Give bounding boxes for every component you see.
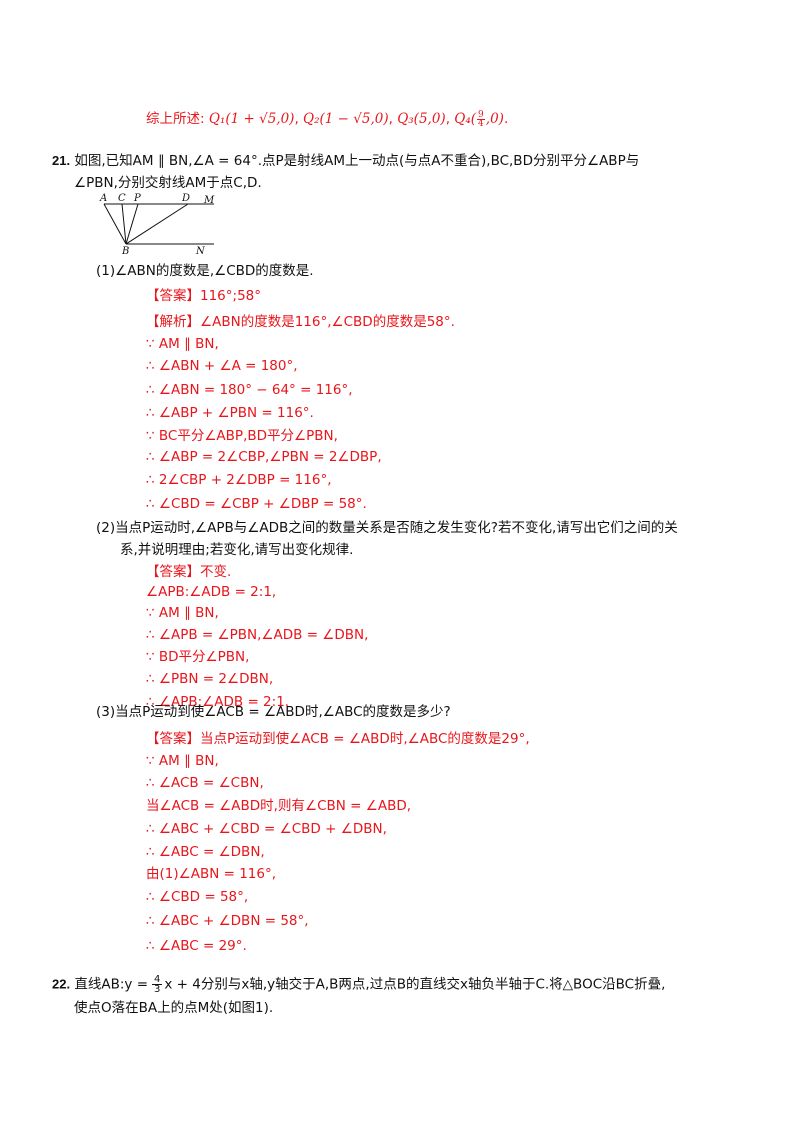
q22-line-a-post: x + 4分别与x轴,y轴交于A,B两点,过点B的直线交x轴负半轴于C.将△BO…	[164, 976, 666, 993]
q22-number: 22.	[52, 976, 71, 992]
summary-line: 综上所述: Q₁(1 + √5,0), Q₂(1 − √5,0), Q₃(5,0…	[146, 110, 509, 129]
q21-part2-step-5: ∴ ∠APB:∠ADB = 2:1.	[146, 694, 290, 710]
segment-ab	[103, 203, 127, 245]
label-n: N	[195, 246, 206, 256]
q21-figure: A C P D M B N	[99, 193, 215, 256]
q21-part3-step-0: ∵ AM ∥ BN,	[146, 753, 219, 769]
summary-q2: Q₂(1 − √5,0)	[303, 111, 389, 127]
q21-part2-answer: 【答案】不变.	[146, 563, 231, 581]
label-p: P	[133, 193, 141, 204]
answer-tag: 【答案】	[146, 288, 200, 304]
q21-part1-analysis-3: ∴ ∠ABN = 180° − 64° = 116°,	[146, 382, 353, 398]
q21-part1-analysis-5: ∵ BC平分∠ABP,BD平分∠PBN,	[146, 428, 338, 444]
q21-part2-question-b: 系,并说明理由;若变化,请写出变化规律.	[120, 542, 354, 558]
q21-part2-step-4: ∴ ∠PBN = 2∠DBN,	[146, 671, 274, 687]
summary-q3: Q₃(5,0)	[397, 111, 446, 127]
q21-part3-step-8: ∴ ∠ABC = 29°.	[146, 938, 247, 954]
part1-number: (1)	[96, 263, 116, 279]
segment-bp	[125, 203, 139, 245]
q21-part1-analysis-2: ∴ ∠ABN + ∠A = 180°,	[146, 358, 298, 374]
summary-q1: Q₁(1 + √5,0)	[208, 111, 295, 127]
q21-part2-step-2: ∴ ∠APB = ∠PBN,∠ADB = ∠DBN,	[146, 627, 369, 643]
q21-part1-analysis-0: 【解析】∠ABN的度数是116°,∠CBD的度数是58°.	[146, 314, 455, 330]
q21-stem-b: ∠PBN,分别交射线AM于点C,D.	[74, 175, 262, 191]
answer-tag: 【答案】	[146, 564, 200, 580]
label-c: C	[118, 193, 126, 204]
q21-part1-analysis-7: ∴ 2∠CBP + 2∠DBP = 116°,	[146, 472, 332, 488]
q22-stem-line1: 22. 直线AB:y = 4 3 x + 4分别与x轴,y轴交于A,B两点,过点B的直…	[52, 974, 666, 995]
q21-part3-step-6: ∴ ∠CBD = 58°,	[146, 889, 249, 905]
q21-part3-step-5: 由(1)∠ABN = 116°,	[146, 866, 277, 882]
q21-number: 21.	[52, 153, 71, 168]
q21-part2-step-1: ∵ AM ∥ BN,	[146, 605, 219, 621]
q21-part1-question: (1)∠ABN的度数是,∠CBD的度数是.	[96, 263, 314, 279]
q21-part1-answer: 【答案】116°;58°	[146, 287, 261, 305]
q21-stem-line2: ∠PBN,分别交射线AM于点C,D.	[74, 174, 262, 192]
segment-bd	[125, 203, 189, 245]
q21-part1-analysis-8: ∴ ∠CBD = ∠CBP + ∠DBP = 58°.	[146, 496, 367, 512]
label-m: M	[203, 195, 215, 206]
q22-stem-line2: 使点O落在BA上的点M处(如图1).	[74, 1000, 274, 1016]
q21-part2-step-0: ∠APB:∠ADB = 2:1,	[146, 584, 277, 600]
summary-prefix: 综上所述:	[146, 111, 205, 127]
q21-part3-step-3: ∴ ∠ABC + ∠CBD = ∠CBD + ∠DBN,	[146, 821, 387, 837]
q21-part2-step-3: ∵ BD平分∠PBN,	[146, 649, 250, 665]
q21-part1-analysis-6: ∴ ∠ABP = 2∠CBP,∠PBN = 2∠DBP,	[146, 449, 382, 465]
q21-part1-analysis-4: ∴ ∠ABP + ∠PBN = 116°.	[146, 405, 314, 421]
q21-stem-line1: 21. 如图,已知AM ∥ BN,∠A = 64°.点P是射线AM上一动点(与点…	[52, 152, 639, 170]
part2-number: (2)	[96, 520, 116, 536]
label-d: D	[181, 193, 190, 204]
q21-part3-answer: 【答案】当点P运动到使∠ACB = ∠ABD时,∠ABC的度数是29°,	[146, 730, 530, 748]
q21-part2-question-a: (2)当点P运动时,∠APB与∠ADB之间的数量关系是否随之发生变化?若不变化,…	[96, 520, 678, 536]
label-b: B	[121, 246, 129, 256]
label-a: A	[99, 193, 107, 204]
answer-value: 不变.	[200, 564, 232, 580]
q21-part3-step-7: ∴ ∠ABC + ∠DBN = 58°,	[146, 913, 309, 929]
q21-part3-step-2: 当∠ACB = ∠ABD时,则有∠CBN = ∠ABD,	[146, 798, 412, 814]
part3-number: (3)	[96, 704, 116, 720]
q21-part3-step-1: ∴ ∠ACB = ∠CBN,	[146, 775, 264, 791]
summary-q4: Q₄(9 4,0)	[454, 110, 504, 129]
answer-tag: 【答案】	[146, 731, 200, 747]
q22-line-a-pre: 直线AB:y =	[74, 976, 149, 993]
answer-value: 当点P运动到使∠ACB = ∠ABD时,∠ABC的度数是29°,	[200, 731, 530, 747]
q21-stem-a: 如图,已知AM ∥ BN,∠A = 64°.点P是射线AM上一动点(与点A不重合…	[74, 153, 640, 169]
answer-value: 116°;58°	[200, 288, 261, 304]
q21-part3-question: (3)当点P运动到使∠ACB = ∠ABD时,∠ABC的度数是多少?	[96, 704, 451, 720]
segment-bc	[121, 203, 127, 245]
q21-part3-step-4: ∴ ∠ABC = ∠DBN,	[146, 844, 265, 860]
q21-part1-analysis-1: ∵ AM ∥ BN,	[146, 336, 219, 352]
